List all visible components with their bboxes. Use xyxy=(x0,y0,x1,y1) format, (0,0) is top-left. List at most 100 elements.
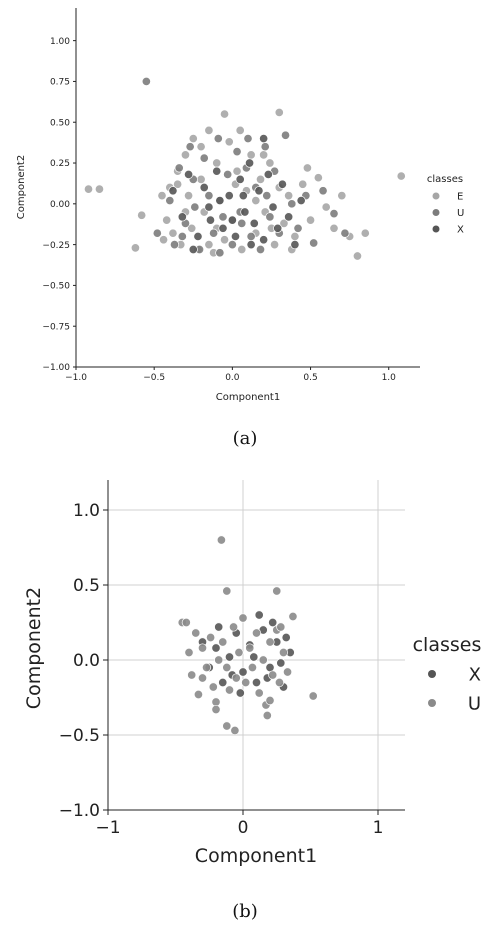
point-u xyxy=(265,695,275,706)
point-u xyxy=(199,153,209,163)
point-u xyxy=(206,632,216,643)
point-e xyxy=(305,215,316,225)
point-u xyxy=(218,212,228,222)
chart-a-legend-title: classes xyxy=(427,174,463,185)
point-x xyxy=(212,166,222,176)
point-e xyxy=(270,240,280,250)
y-tick-label: 1.0 xyxy=(73,501,100,521)
point-u xyxy=(280,130,291,140)
x-tick-label: −0.5 xyxy=(143,373,165,383)
x-tick-label: 0.5 xyxy=(303,373,317,383)
point-e xyxy=(396,171,406,181)
point-e xyxy=(219,109,230,119)
point-x xyxy=(211,643,221,653)
point-u xyxy=(141,76,151,86)
point-u xyxy=(204,191,214,201)
y-tick-label: 0.75 xyxy=(50,78,70,88)
y-tick-label: −0.25 xyxy=(42,241,70,251)
legend-marker-x xyxy=(432,225,440,233)
point-u xyxy=(268,670,278,680)
point-x xyxy=(265,662,275,673)
point-u xyxy=(274,677,284,688)
point-u xyxy=(254,688,264,698)
legend-marker-u xyxy=(432,209,440,216)
point-e xyxy=(279,218,289,228)
point-e xyxy=(265,158,275,168)
point-u xyxy=(169,240,180,250)
legend-label-u: U xyxy=(457,208,464,219)
legend-label-e: E xyxy=(457,192,463,203)
point-e xyxy=(157,191,167,201)
point-x xyxy=(268,617,278,628)
point-x xyxy=(230,231,241,242)
point-u xyxy=(184,647,194,658)
point-x xyxy=(296,196,306,206)
point-u xyxy=(213,133,223,144)
point-e xyxy=(83,184,94,194)
point-u xyxy=(287,199,297,209)
point-e xyxy=(130,243,140,253)
point-x xyxy=(204,202,214,212)
y-tick-label: 0.50 xyxy=(50,118,70,128)
y-tick-label: −0.75 xyxy=(42,322,70,332)
point-x xyxy=(177,212,187,222)
point-u xyxy=(223,169,233,179)
point-u xyxy=(245,643,255,653)
point-e xyxy=(360,228,370,238)
point-x xyxy=(238,667,248,677)
y-tick-label: −1.0 xyxy=(59,801,100,821)
point-e xyxy=(196,142,206,152)
point-e xyxy=(284,191,294,201)
point-u xyxy=(288,611,298,622)
point-x xyxy=(214,622,224,632)
point-x xyxy=(238,191,248,201)
point-e xyxy=(94,184,105,194)
point-u xyxy=(232,147,242,157)
point-x xyxy=(235,174,245,184)
point-x xyxy=(245,158,255,168)
point-u xyxy=(231,673,241,683)
point-u xyxy=(234,647,244,658)
point-u xyxy=(222,662,232,673)
point-e xyxy=(212,158,222,168)
point-u xyxy=(262,191,272,201)
point-e xyxy=(224,137,234,147)
point-u xyxy=(190,202,200,212)
point-e xyxy=(188,133,198,144)
point-u xyxy=(237,218,247,228)
point-x xyxy=(259,235,269,245)
point-u xyxy=(293,223,303,233)
point-x xyxy=(218,677,228,688)
chart-b-legend-title: classes xyxy=(413,634,482,656)
legend-label-x: X xyxy=(469,664,481,685)
legend-marker-u xyxy=(428,699,436,707)
point-u xyxy=(276,622,286,632)
point-u xyxy=(185,142,195,152)
x-tick-label: 0 xyxy=(238,818,249,838)
point-x xyxy=(277,179,287,189)
point-x xyxy=(193,231,203,242)
chart-a-plot: −1.0 −0.5 0.0 0.5 1.0 −1.00 −0.75 −0.50 −0.25 0.0… xyxy=(42,8,420,383)
point-u xyxy=(177,231,187,242)
point-u xyxy=(265,637,275,647)
point-x xyxy=(184,169,194,179)
point-e xyxy=(302,163,312,173)
point-x xyxy=(218,223,228,233)
chart-a-xlabel: Component1 xyxy=(216,392,280,403)
point-x xyxy=(254,610,264,620)
chart-b-plot: −1 0 1 −1.0 −0.5 0.0 0.5 1.0 xyxy=(59,480,405,838)
point-x xyxy=(235,688,245,698)
x-tick-label: 1.0 xyxy=(382,373,397,383)
point-u xyxy=(181,617,191,628)
point-u xyxy=(191,628,201,638)
point-u xyxy=(251,628,262,638)
point-e xyxy=(173,179,183,189)
point-e xyxy=(235,125,245,135)
point-u xyxy=(318,186,328,196)
point-u xyxy=(224,685,235,695)
chart-a: −1.0 −0.5 0.0 0.5 1.0 −1.00 −0.75 −0.50 −0.25 0.0… xyxy=(16,8,464,403)
point-u xyxy=(246,231,256,242)
point-x xyxy=(240,207,250,217)
point-u xyxy=(255,244,266,255)
point-e xyxy=(232,166,242,176)
